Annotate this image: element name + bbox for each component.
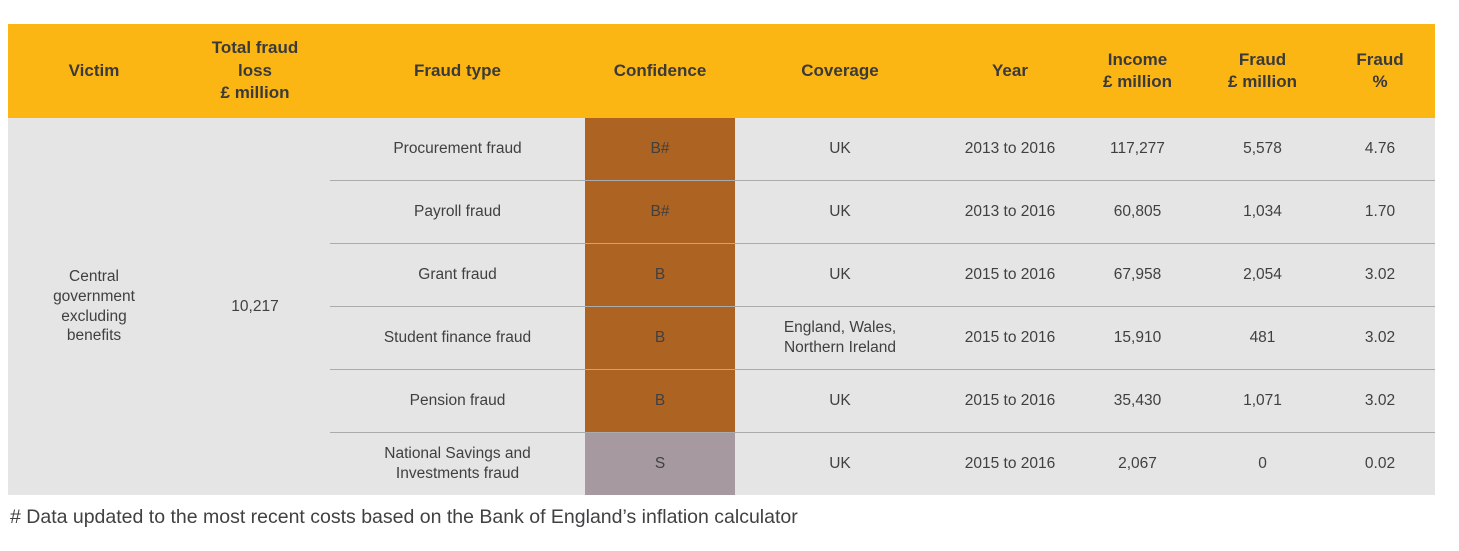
header-cell-confidence: Confidence (585, 24, 735, 118)
cell-year: 2013 to 2016 (945, 118, 1075, 181)
cell-fraud-type: Grant fraud (330, 243, 585, 307)
cell-year: 2015 to 2016 (945, 243, 1075, 307)
cell-confidence: B (585, 369, 735, 433)
cell-fraud-amount: 1,071 (1200, 369, 1325, 433)
cell-fraud-type: Payroll fraud (330, 180, 585, 244)
header-cell-victim: Victim (8, 24, 180, 118)
cell-confidence: B (585, 306, 735, 370)
table-row: Grant fraud B UK 2015 to 2016 67,958 2,0… (8, 243, 1435, 307)
cell-fraud-amount: 1,034 (1200, 180, 1325, 244)
cell-fraud-amount: 481 (1200, 306, 1325, 370)
cell-coverage: England, Wales, Northern Ireland (735, 306, 945, 370)
table-body: Central government excluding benefits 10… (8, 118, 1435, 495)
table-header: Victim Total fraud loss £ million Fraud … (8, 24, 1435, 118)
cell-fraud-percent: 0.02 (1325, 432, 1435, 495)
header-cell-total-fraud-loss: Total fraud loss £ million (180, 24, 330, 118)
cell-income: 15,910 (1075, 306, 1200, 370)
cell-fraud-type: Pension fraud (330, 369, 585, 433)
cell-fraud-type: Procurement fraud (330, 118, 585, 181)
cell-total-fraud-loss: 10,217 (180, 118, 330, 495)
cell-fraud-amount: 2,054 (1200, 243, 1325, 307)
cell-year: 2015 to 2016 (945, 432, 1075, 495)
cell-confidence: B# (585, 180, 735, 244)
cell-fraud-amount: 5,578 (1200, 118, 1325, 181)
cell-fraud-percent: 3.02 (1325, 369, 1435, 433)
cell-income: 67,958 (1075, 243, 1200, 307)
cell-coverage: UK (735, 369, 945, 433)
cell-fraud-amount: 0 (1200, 432, 1325, 495)
cell-fraud-type: Student finance fraud (330, 306, 585, 370)
cell-victim: Central government excluding benefits (8, 118, 180, 495)
cell-coverage: UK (735, 118, 945, 181)
cell-income: 35,430 (1075, 369, 1200, 433)
header-cell-coverage: Coverage (735, 24, 945, 118)
cell-confidence: B (585, 243, 735, 307)
cell-confidence: S (585, 432, 735, 495)
table-row: Payroll fraud B# UK 2013 to 2016 60,805 … (8, 180, 1435, 244)
cell-income: 117,277 (1075, 118, 1200, 181)
cell-income: 2,067 (1075, 432, 1200, 495)
table-row: Pension fraud B UK 2015 to 2016 35,430 1… (8, 369, 1435, 433)
table-row: National Savings and Investments fraud S… (8, 432, 1435, 495)
cell-fraud-percent: 1.70 (1325, 180, 1435, 244)
header-cell-year: Year (945, 24, 1075, 118)
cell-fraud-type: National Savings and Investments fraud (330, 432, 585, 495)
cell-year: 2013 to 2016 (945, 180, 1075, 244)
header-cell-fraud-percent: Fraud % (1325, 24, 1435, 118)
cell-year: 2015 to 2016 (945, 369, 1075, 433)
header-cell-fraud-amount: Fraud £ million (1200, 24, 1325, 118)
cell-coverage: UK (735, 243, 945, 307)
fraud-loss-table: Victim Total fraud loss £ million Fraud … (8, 24, 1435, 495)
cell-coverage: UK (735, 180, 945, 244)
cell-year: 2015 to 2016 (945, 306, 1075, 370)
header-cell-income: Income £ million (1075, 24, 1200, 118)
footnote: # Data updated to the most recent costs … (10, 506, 798, 528)
table-row: Student finance fraud B England, Wales, … (8, 306, 1435, 370)
cell-confidence: B# (585, 118, 735, 181)
cell-coverage: UK (735, 432, 945, 495)
header-cell-fraud-type: Fraud type (330, 24, 585, 118)
cell-fraud-percent: 3.02 (1325, 306, 1435, 370)
table-row: Central government excluding benefits 10… (8, 118, 1435, 495)
cell-fraud-percent: 3.02 (1325, 243, 1435, 307)
cell-fraud-percent: 4.76 (1325, 118, 1435, 181)
cell-income: 60,805 (1075, 180, 1200, 244)
